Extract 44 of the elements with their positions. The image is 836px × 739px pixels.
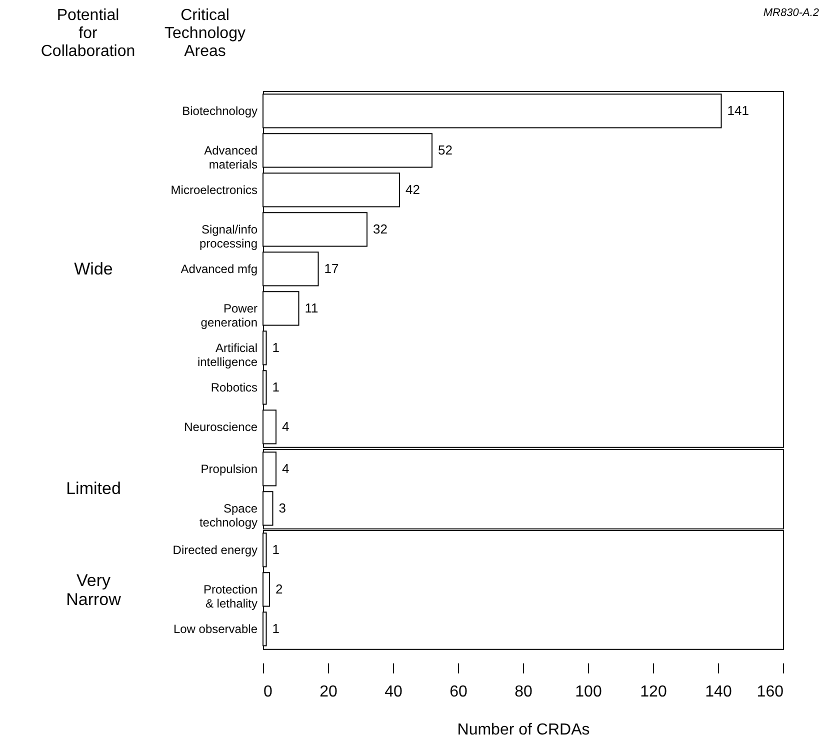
x-tick-label: 0: [264, 683, 272, 700]
x-axis-title: Number of CRDAs: [457, 721, 590, 738]
y-axis-title: Wide: [74, 259, 113, 278]
data-label: 1: [272, 542, 280, 557]
y-tick-label: Power generation: [200, 301, 258, 330]
data-label: 141: [727, 102, 749, 118]
data-label: 42: [406, 182, 420, 197]
x-tick-label: 20: [320, 683, 338, 700]
data-label: 4: [282, 460, 290, 476]
y-tick-label: Biotechnology: [182, 104, 258, 118]
data-label: 4: [282, 418, 290, 434]
y-tick-label: Signal/info processing: [199, 222, 258, 250]
x-tick-label: 60: [450, 683, 468, 700]
x-tick-label: 80: [514, 683, 532, 700]
data-label: 1: [272, 340, 280, 355]
y-axis-title: Limited: [66, 479, 121, 498]
text: MR830-A.2: [763, 7, 819, 19]
y-tick-label: Neuroscience: [184, 420, 258, 434]
data-label: 3: [278, 500, 286, 516]
x-tick-label: 160: [756, 683, 784, 700]
y-tick-label: Robotics: [210, 380, 258, 394]
data-label: 32: [373, 221, 388, 236]
y-tick-label: Space technology: [199, 501, 258, 530]
y-tick-label: Low observable: [173, 622, 258, 636]
y-axis-title: Very Narrow: [66, 570, 122, 609]
data-label: 11: [304, 300, 318, 316]
x-tick-label: 40: [384, 683, 402, 700]
x-tick-label: 120: [640, 683, 667, 700]
y-tick-label: Protection & lethality: [203, 582, 258, 610]
data-label: 1: [272, 379, 280, 394]
data-label: 52: [438, 142, 452, 158]
data-label: 1: [272, 620, 280, 636]
y-tick-label: Directed energy: [172, 542, 258, 557]
y-tick-label: Microelectronics: [170, 182, 258, 197]
data-label: 17: [324, 260, 339, 276]
x-tick-label: 100: [575, 683, 602, 700]
x-tick-label: 140: [705, 683, 732, 700]
data-label: 2: [276, 581, 283, 596]
y-tick-label: Advanced mfg: [180, 262, 258, 276]
text: Critical Technology Areas: [164, 7, 246, 60]
y-tick-label: Artificial intelligence: [197, 340, 258, 369]
y-tick-label: Propulsion: [200, 462, 258, 476]
y-tick-label: Advanced materials: [204, 143, 258, 172]
text: Potential for Collaboration: [40, 7, 136, 60]
